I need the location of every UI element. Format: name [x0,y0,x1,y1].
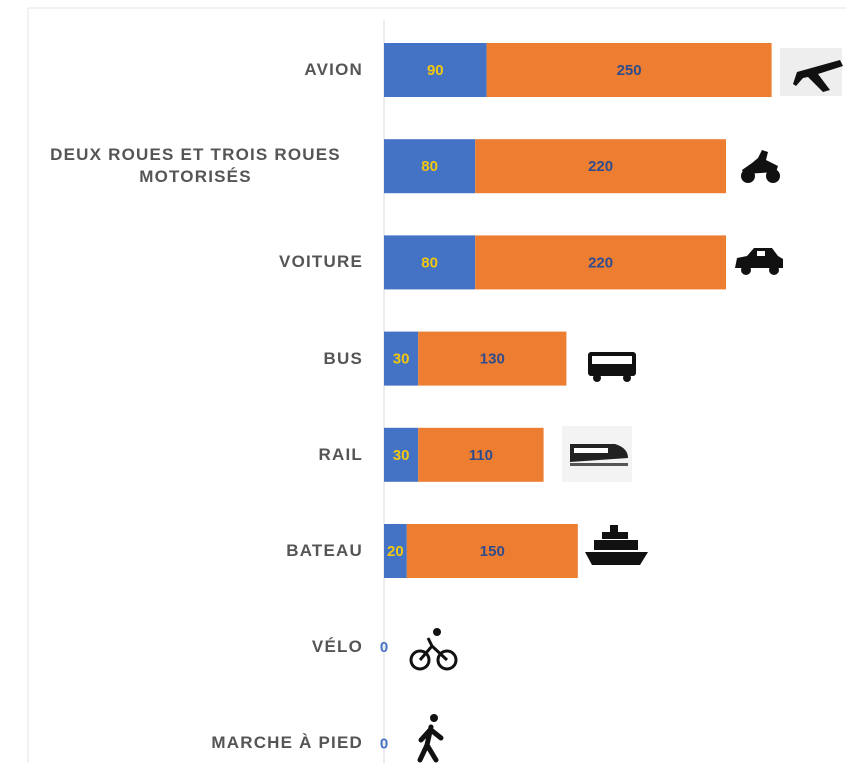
category-label: VÉLO [311,637,363,657]
bicycle-icon [409,628,458,671]
bar-segment [475,139,726,194]
bar-segment [418,427,544,482]
ship-icon [585,525,648,565]
train-icon [562,426,632,482]
plane-icon [780,48,843,96]
walker-icon [417,714,444,763]
category-label: AVION [304,60,363,79]
data-label: 30 [393,447,410,464]
data-label: 20 [387,543,404,560]
category-label: RAIL [318,444,363,464]
data-label: 0 [380,735,388,752]
data-label: 220 [588,158,613,175]
data-label: 130 [480,351,505,368]
bar-segment [384,43,487,97]
moto-icon [741,150,780,183]
category-label: BUS [323,348,363,368]
bar-segment [486,43,772,97]
bus-icon [588,352,636,382]
car-icon [735,248,783,275]
data-label: 250 [617,62,642,79]
category-label: BATEAU [286,541,363,560]
bar-segment [384,139,476,194]
data-label: 110 [469,447,493,464]
bar-segment [384,524,407,578]
bar-segment [384,235,476,290]
bar-segment [475,235,726,290]
category-label: MARCHE À PIED [211,733,363,753]
category-label: VOITURE [279,252,363,272]
category-label: DEUX ROUES ET TROIS ROUES MOTORISÉS [50,145,341,187]
data-label: 220 [588,254,613,271]
data-label: 150 [480,543,505,560]
bar-segment [384,331,419,386]
data-label: 0 [380,639,388,656]
bar-segment [384,427,419,482]
bar-segment [406,524,578,578]
data-label: 90 [427,62,444,79]
data-label: 80 [421,254,438,271]
bar-segment [418,331,567,386]
data-label: 30 [393,351,410,368]
data-label: 80 [421,158,438,175]
